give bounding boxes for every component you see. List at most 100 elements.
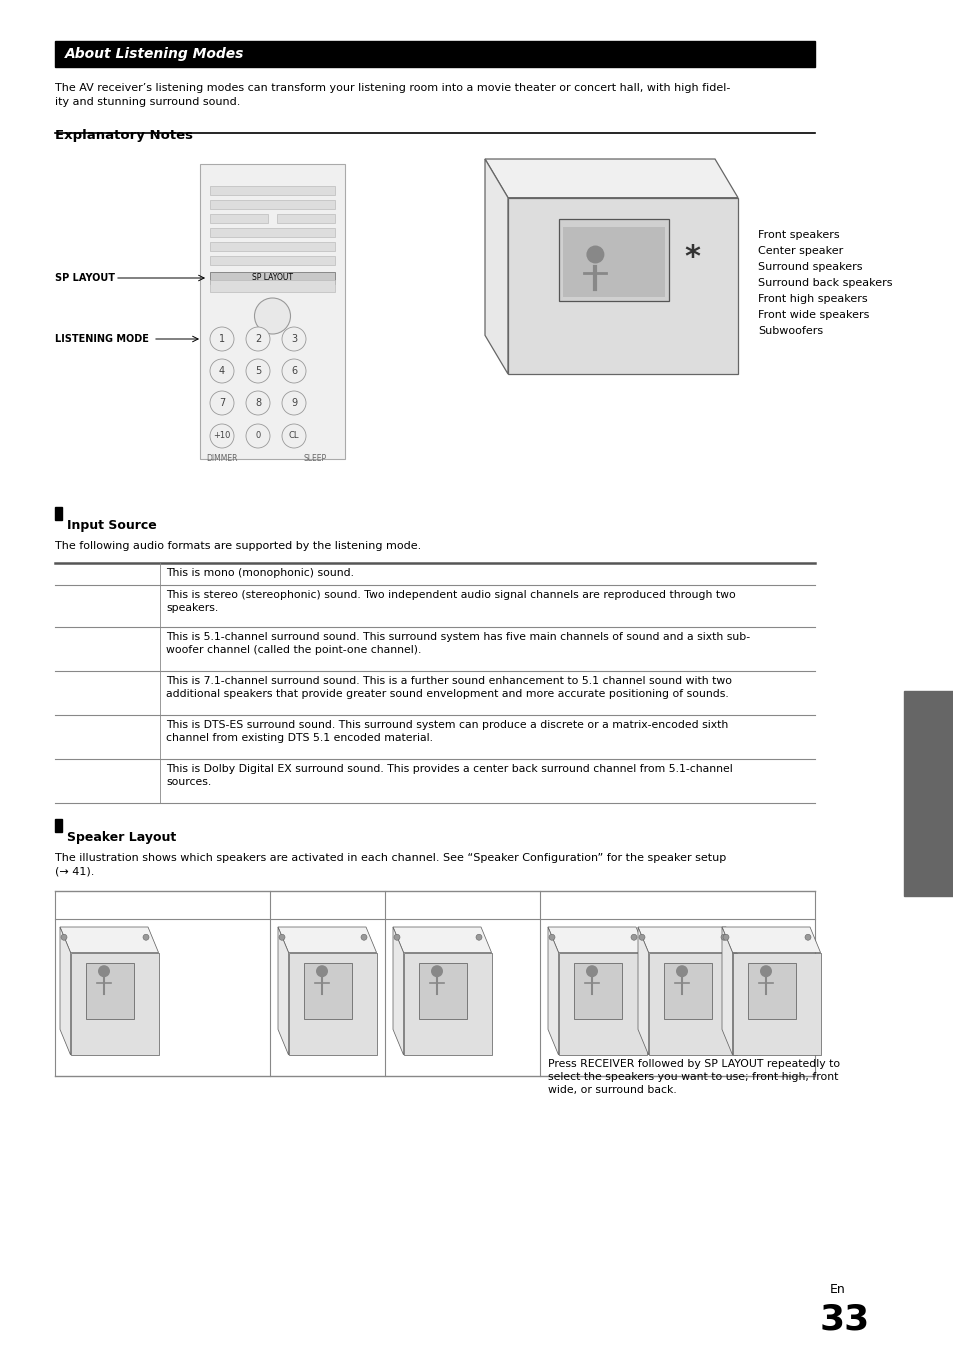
Circle shape bbox=[98, 965, 110, 977]
Circle shape bbox=[278, 935, 285, 940]
Text: This is DTS-ES surround sound. This surround system can produce a discrete or a : This is DTS-ES surround sound. This surr… bbox=[166, 720, 727, 743]
Circle shape bbox=[210, 390, 233, 415]
Bar bbox=[903, 690, 953, 896]
Polygon shape bbox=[721, 927, 820, 952]
Polygon shape bbox=[638, 927, 736, 952]
Bar bbox=[210, 255, 335, 265]
Circle shape bbox=[676, 965, 687, 977]
Text: This is 5.1-channel surround sound. This surround system has five main channels : This is 5.1-channel surround sound. This… bbox=[166, 632, 749, 655]
Circle shape bbox=[210, 327, 233, 351]
Circle shape bbox=[630, 935, 637, 940]
Text: CL: CL bbox=[289, 431, 299, 440]
Polygon shape bbox=[574, 963, 621, 1019]
Polygon shape bbox=[663, 963, 711, 1019]
Circle shape bbox=[548, 935, 555, 940]
Circle shape bbox=[143, 935, 149, 940]
Bar bbox=[55, 41, 814, 68]
Circle shape bbox=[431, 965, 442, 977]
Polygon shape bbox=[547, 927, 646, 952]
Circle shape bbox=[722, 935, 728, 940]
Text: About Listening Modes: About Listening Modes bbox=[65, 47, 244, 61]
Circle shape bbox=[639, 935, 644, 940]
Text: This is 7.1-channel surround sound. This is a further sound enhancement to 5.1 c: This is 7.1-channel surround sound. This… bbox=[166, 676, 731, 700]
Polygon shape bbox=[393, 927, 403, 1055]
Bar bbox=[276, 213, 335, 223]
Circle shape bbox=[246, 390, 270, 415]
Text: Front wide speakers: Front wide speakers bbox=[758, 309, 868, 320]
Circle shape bbox=[282, 390, 306, 415]
Text: The following audio formats are supported by the listening mode.: The following audio formats are supporte… bbox=[55, 540, 421, 551]
Circle shape bbox=[476, 935, 481, 940]
Text: SP LAYOUT: SP LAYOUT bbox=[55, 273, 115, 282]
Text: Front speakers: Front speakers bbox=[758, 230, 839, 240]
Bar bbox=[210, 228, 335, 236]
Text: Speaker Layout: Speaker Layout bbox=[67, 831, 176, 844]
Bar bbox=[210, 242, 335, 251]
Polygon shape bbox=[403, 952, 491, 1055]
Polygon shape bbox=[60, 927, 158, 952]
Circle shape bbox=[210, 424, 233, 449]
Polygon shape bbox=[87, 963, 133, 1019]
Polygon shape bbox=[558, 952, 646, 1055]
Polygon shape bbox=[648, 952, 736, 1055]
Text: 3: 3 bbox=[291, 334, 296, 345]
Text: Subwoofers: Subwoofers bbox=[758, 326, 822, 336]
Circle shape bbox=[210, 359, 233, 382]
Bar bbox=[562, 227, 664, 297]
Bar bbox=[210, 213, 268, 223]
Text: Front high speakers: Front high speakers bbox=[758, 295, 866, 304]
Circle shape bbox=[586, 246, 604, 263]
Text: Explanatory Notes: Explanatory Notes bbox=[55, 128, 193, 142]
Bar bbox=[210, 280, 335, 292]
Circle shape bbox=[720, 935, 726, 940]
Text: 5: 5 bbox=[254, 366, 261, 376]
Polygon shape bbox=[277, 927, 376, 952]
Text: Surround back speakers: Surround back speakers bbox=[758, 278, 892, 288]
Text: LISTENING MODE: LISTENING MODE bbox=[55, 334, 149, 345]
Bar bbox=[210, 272, 335, 284]
Text: 0: 0 bbox=[255, 431, 260, 440]
Text: 4: 4 bbox=[218, 366, 225, 376]
Circle shape bbox=[804, 935, 810, 940]
Text: En: En bbox=[829, 1283, 845, 1296]
Polygon shape bbox=[484, 159, 507, 374]
Bar bbox=[558, 219, 668, 301]
Text: Center speaker: Center speaker bbox=[758, 246, 842, 255]
Text: 33: 33 bbox=[820, 1302, 869, 1336]
Circle shape bbox=[760, 965, 771, 977]
Text: 1: 1 bbox=[218, 334, 225, 345]
Circle shape bbox=[394, 935, 399, 940]
Polygon shape bbox=[507, 197, 738, 374]
Text: 7: 7 bbox=[218, 399, 225, 408]
Text: This is stereo (stereophonic) sound. Two independent audio signal channels are r: This is stereo (stereophonic) sound. Two… bbox=[166, 590, 735, 613]
Bar bbox=[210, 200, 335, 209]
Text: Input Source: Input Source bbox=[67, 519, 156, 532]
Polygon shape bbox=[419, 963, 466, 1019]
Bar bbox=[55, 819, 62, 832]
Text: 6: 6 bbox=[291, 366, 296, 376]
Circle shape bbox=[246, 424, 270, 449]
Polygon shape bbox=[288, 952, 376, 1055]
Polygon shape bbox=[638, 927, 648, 1055]
Polygon shape bbox=[747, 963, 795, 1019]
Polygon shape bbox=[393, 927, 491, 952]
Circle shape bbox=[360, 935, 367, 940]
Circle shape bbox=[282, 327, 306, 351]
Polygon shape bbox=[277, 927, 288, 1055]
Text: SP LAYOUT: SP LAYOUT bbox=[252, 273, 293, 282]
Bar bbox=[200, 163, 345, 459]
Polygon shape bbox=[71, 952, 158, 1055]
Text: Surround speakers: Surround speakers bbox=[758, 262, 862, 272]
Circle shape bbox=[254, 299, 291, 334]
Circle shape bbox=[585, 965, 598, 977]
Polygon shape bbox=[304, 963, 352, 1019]
Polygon shape bbox=[721, 927, 732, 1055]
Text: +10: +10 bbox=[213, 431, 231, 440]
Text: 9: 9 bbox=[291, 399, 296, 408]
Circle shape bbox=[246, 327, 270, 351]
Text: The AV receiver’s listening modes can transform your listening room into a movie: The AV receiver’s listening modes can tr… bbox=[55, 82, 730, 93]
Circle shape bbox=[282, 424, 306, 449]
Text: Press RECEIVER followed by SP LAYOUT repeatedly to
select the speakers you want : Press RECEIVER followed by SP LAYOUT rep… bbox=[547, 1059, 840, 1096]
Circle shape bbox=[61, 935, 67, 940]
Text: SLEEP: SLEEP bbox=[303, 454, 326, 463]
